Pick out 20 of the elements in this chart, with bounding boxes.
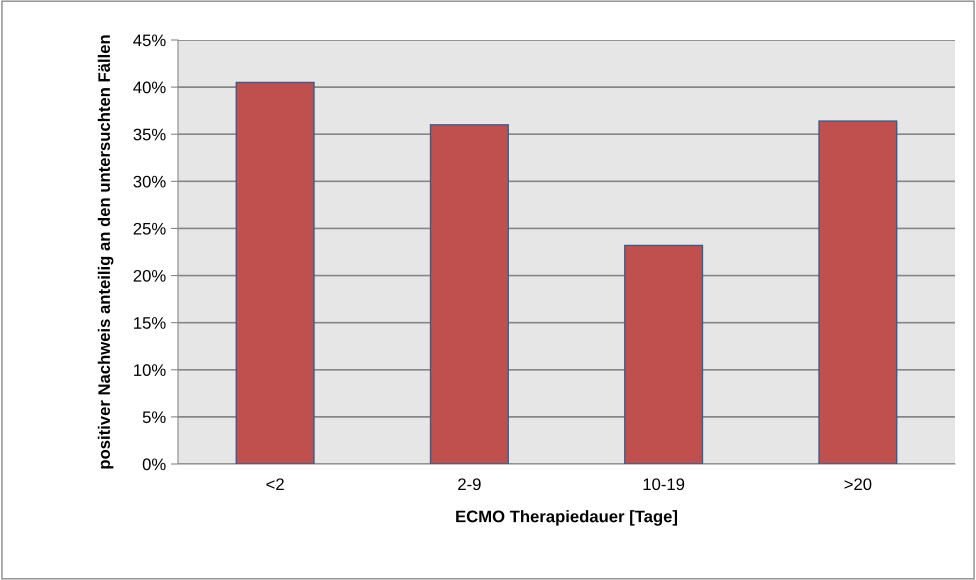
y-tick-label: 45% <box>133 34 166 46</box>
y-tick-label: 20% <box>134 270 166 282</box>
y-tick-label: 0% <box>142 458 166 470</box>
y-tick-label: 5% <box>142 411 166 424</box>
bar <box>818 120 898 464</box>
x-tick-label: 2-9 <box>458 478 481 490</box>
bar <box>236 82 315 464</box>
y-tick-label: 10% <box>134 364 166 376</box>
x-tick-label: >20 <box>844 478 872 490</box>
x-tick-label: 10-19 <box>644 478 684 490</box>
bar <box>624 244 704 464</box>
x-axis-title: ECMO Therapiedauer [Tage] <box>456 510 678 526</box>
x-tick-label: <2 <box>266 478 284 490</box>
y-tick-label: 35% <box>133 128 166 140</box>
y-tick-label: 30% <box>133 176 166 188</box>
y-tick-label: 40% <box>133 82 166 94</box>
y-tick-label: 15% <box>134 317 166 329</box>
y-axis-title: positiver Nachweis anteilig an den untersuchten Fällen <box>98 35 114 469</box>
y-tick-label: 25% <box>134 222 166 235</box>
bar <box>430 124 509 464</box>
